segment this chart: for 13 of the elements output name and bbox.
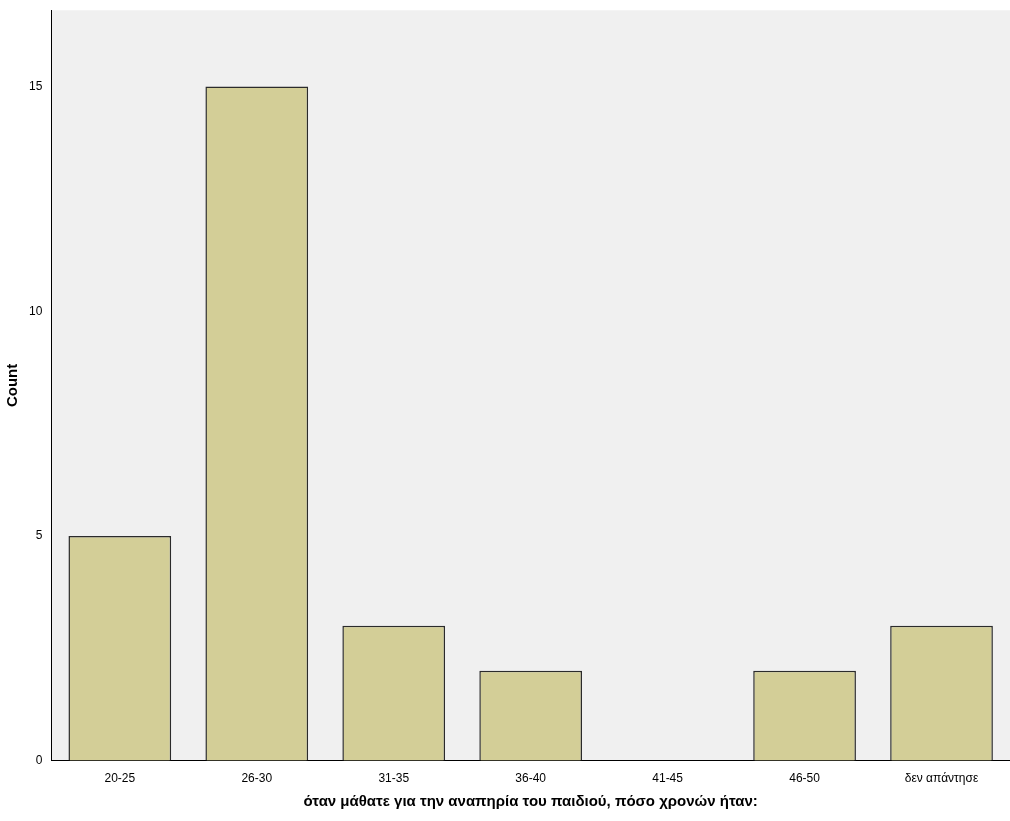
x-tick-label: 41-45 xyxy=(652,771,684,786)
y-tick-label: 0 xyxy=(35,752,43,767)
y-tick-label: 5 xyxy=(35,528,43,543)
x-tick-label: 26-30 xyxy=(241,771,273,786)
x-tick-label: δεν απάντησε xyxy=(904,771,979,786)
x-tick-label: 31-35 xyxy=(378,771,410,786)
y-axis-title: Count xyxy=(3,363,21,408)
x-axis-title: όταν μάθατε για την αναπηρία του παιδιού, πόσο χρονών ήταν: xyxy=(303,792,758,810)
x-tick-label: 36-40 xyxy=(515,771,547,786)
x-tick-label: 46-50 xyxy=(789,771,821,786)
x-tick-label: 20-25 xyxy=(104,771,136,786)
y-tick-label: 10 xyxy=(28,303,43,318)
y-tick-label: 15 xyxy=(28,78,43,93)
